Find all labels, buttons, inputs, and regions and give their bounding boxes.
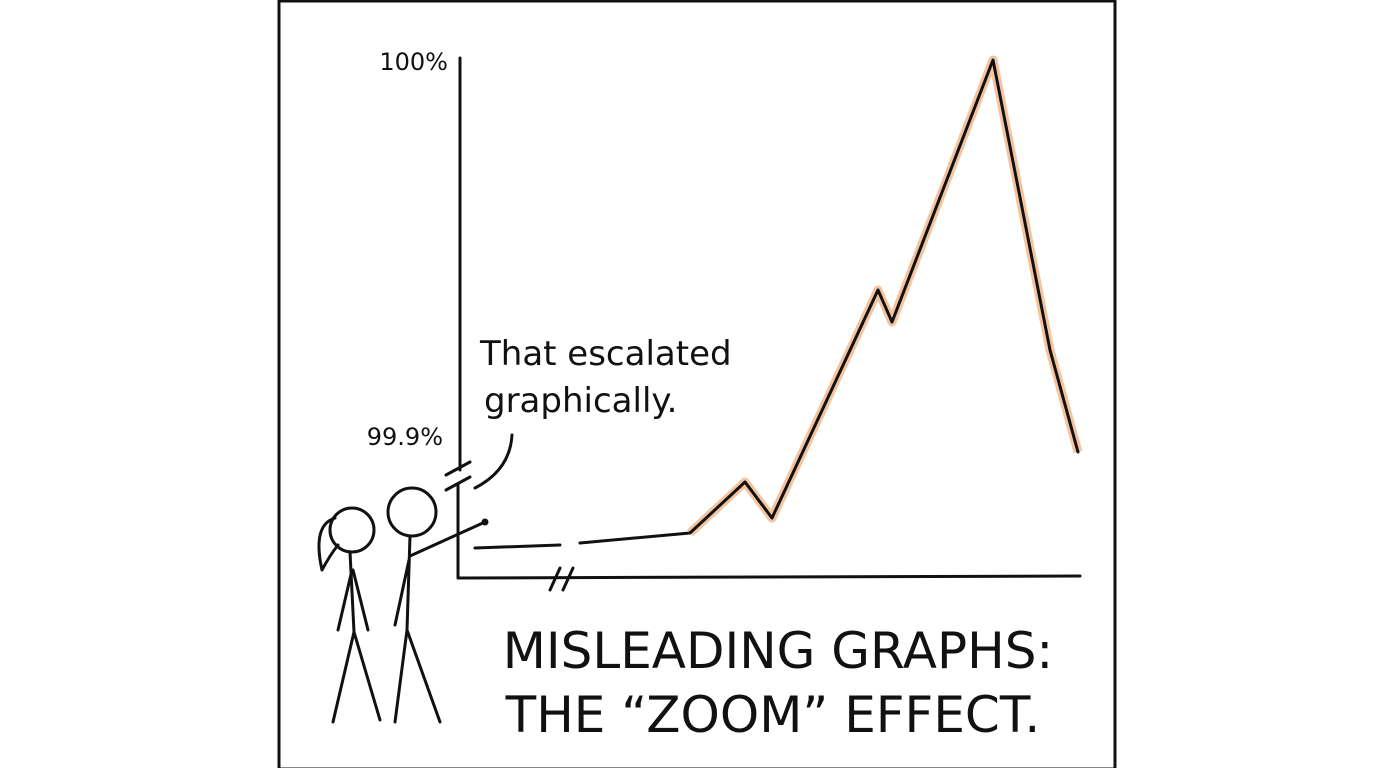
speech-tail: [473, 433, 514, 490]
axis-bottom-label: 99.9%: [367, 423, 443, 451]
speech-line: graphically.: [484, 381, 677, 421]
man: [386, 486, 489, 724]
speech-line: That escalated: [479, 334, 732, 374]
panel-border: [277, 0, 1117, 768]
caption-line: MISLEADING GRAPHS:: [503, 622, 1054, 680]
woman: [317, 506, 382, 724]
axis-top-label: 100%: [379, 48, 448, 76]
caption-line: THE “ZOOM” EFFECT.: [505, 686, 1041, 744]
axis-breaks: [444, 460, 575, 592]
graph-line: [473, 58, 1080, 550]
axes: [456, 56, 1082, 580]
